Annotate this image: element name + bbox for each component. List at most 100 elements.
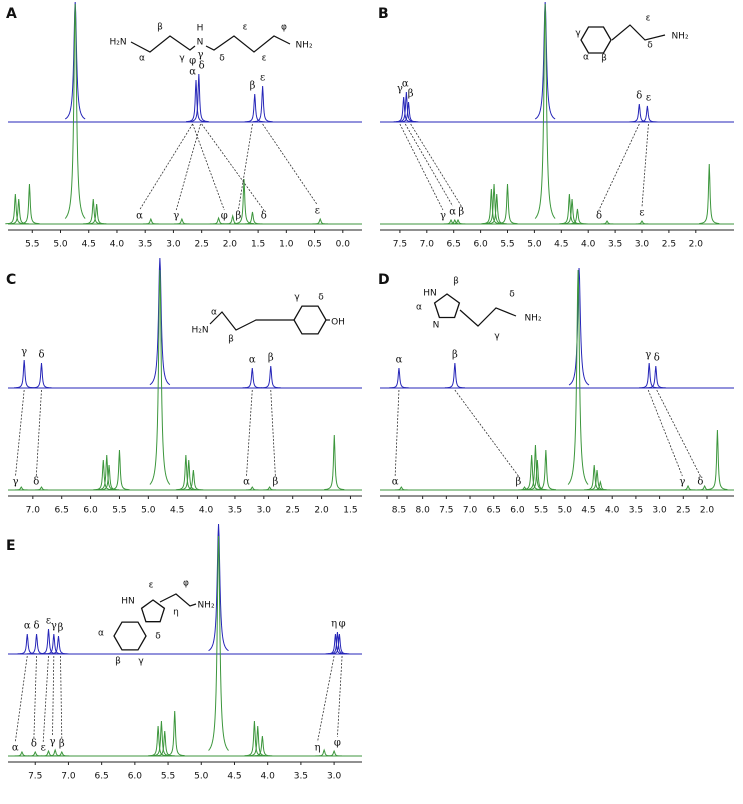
- peak: [497, 183, 518, 225]
- peak: [639, 362, 660, 389]
- peak-label: β: [458, 207, 464, 218]
- x-tick-label: 4.5: [170, 506, 184, 516]
- peak-label: α: [249, 355, 256, 366]
- structure-label: ε: [262, 54, 267, 64]
- assignment-link: [246, 389, 253, 477]
- x-tick-label: 5.0: [527, 240, 542, 250]
- structure-label: N: [433, 321, 440, 331]
- peak: [590, 480, 611, 491]
- peak-label: δ: [654, 353, 660, 364]
- ring: [293, 305, 327, 335]
- assignment-link: [404, 123, 453, 207]
- peak-label: α: [396, 355, 403, 366]
- peak: [329, 633, 350, 655]
- x-tick-label: 5.0: [194, 772, 209, 782]
- peak: [252, 85, 273, 123]
- structure-label: NH₂: [295, 41, 313, 51]
- x-tick-label: 5.0: [53, 240, 68, 250]
- peak: [259, 486, 280, 491]
- panel-label: C: [6, 272, 16, 288]
- bond: [611, 24, 666, 41]
- peak: [151, 720, 172, 757]
- peak: [448, 218, 469, 225]
- peak: [567, 208, 588, 225]
- peak-label: α: [392, 477, 399, 488]
- assignment-link: [337, 655, 343, 738]
- x-tick-label: 2.0: [700, 506, 715, 516]
- peak: [31, 486, 52, 491]
- peak: [388, 367, 409, 389]
- peak: [398, 101, 419, 123]
- x-tick-label: 7.0: [61, 772, 76, 782]
- x-tick-label: 3.5: [608, 240, 622, 250]
- peak: [64, 3, 86, 219]
- peak-label: δ: [261, 211, 267, 222]
- peak: [185, 79, 207, 123]
- peak-label: δ: [199, 61, 205, 72]
- structure-label: δ: [155, 632, 161, 642]
- assignment-link: [262, 123, 318, 206]
- x-tick-label: 1.5: [343, 506, 357, 516]
- x-tick-label: 4.0: [581, 240, 596, 250]
- structure-label: H: [197, 24, 204, 34]
- x-tick-label: 0.0: [336, 240, 351, 250]
- x-tick-label: 7.0: [26, 506, 41, 516]
- x-tick-label: 5.0: [141, 506, 156, 516]
- peak-label: β: [268, 353, 274, 364]
- peak: [535, 449, 556, 491]
- panel-label: A: [6, 6, 17, 22]
- peak: [154, 730, 175, 757]
- peak: [19, 183, 40, 225]
- peak: [527, 459, 548, 491]
- x-tick-label: 0.5: [307, 240, 321, 250]
- structure-label: HN: [121, 597, 135, 607]
- x-tick-label: 8.5: [392, 506, 406, 516]
- structure-label: β: [228, 335, 234, 345]
- x-tick-label: 4.5: [554, 240, 568, 250]
- peak: [521, 454, 542, 491]
- peak: [699, 163, 720, 225]
- structure-label: H₂N: [109, 38, 126, 48]
- panel-label: E: [6, 538, 16, 554]
- peak: [242, 367, 263, 389]
- structure-label: φ: [183, 579, 189, 589]
- x-tick-label: 3.5: [629, 506, 643, 516]
- x-tick-label: 7.5: [28, 772, 42, 782]
- peak-label: α: [243, 477, 250, 488]
- peak-label: ε: [46, 616, 51, 627]
- peak: [178, 459, 199, 491]
- peak-label: β: [58, 623, 64, 634]
- structure-label: γ: [294, 293, 300, 303]
- x-tick-label: 4.5: [227, 772, 241, 782]
- peak-label: β: [515, 477, 521, 488]
- peak-label: α: [449, 207, 456, 218]
- panel-label: D: [378, 272, 390, 288]
- assignment-link: [399, 123, 444, 211]
- peak: [534, 1, 556, 120]
- peak: [183, 469, 204, 491]
- panel-label: B: [378, 6, 389, 22]
- structure-label: η: [173, 608, 179, 618]
- peak: [631, 220, 653, 225]
- peak: [324, 434, 345, 491]
- peak: [31, 362, 52, 389]
- assignment-link: [237, 123, 253, 211]
- peak-label: α: [136, 211, 143, 222]
- peak-label: γ: [679, 477, 685, 488]
- x-tick-label: 6.0: [128, 772, 143, 782]
- peak: [11, 486, 32, 491]
- peak: [391, 486, 412, 491]
- peak: [8, 198, 29, 225]
- peak-label: φ: [221, 211, 228, 222]
- x-tick-label: 6.0: [83, 506, 98, 516]
- structure-label: γ: [179, 54, 185, 64]
- peak: [444, 362, 465, 389]
- ring: [433, 293, 461, 319]
- peak-label: δ: [697, 477, 703, 488]
- x-tick-label: 4.0: [261, 772, 276, 782]
- peak: [242, 486, 263, 491]
- structure-label: β: [453, 277, 459, 287]
- ring: [140, 599, 166, 623]
- peak: [140, 217, 161, 225]
- peak-label: γ: [198, 50, 204, 61]
